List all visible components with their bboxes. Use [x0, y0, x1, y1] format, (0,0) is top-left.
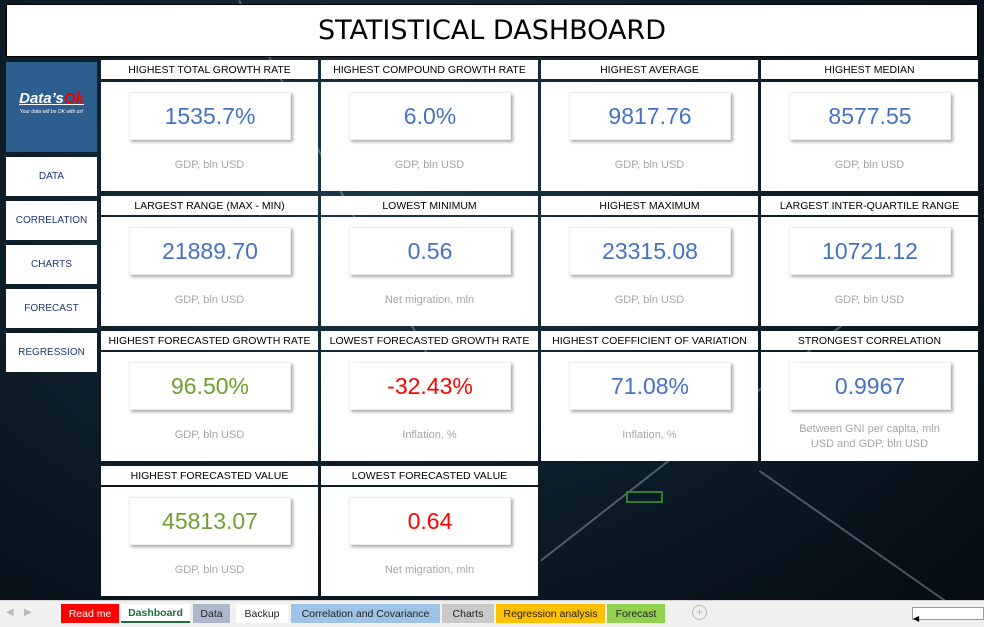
stat-subtitle: Inflation, % — [402, 429, 457, 441]
stat-value: 0.64 — [349, 497, 511, 545]
stat-subtitle: GDP, bln USD — [834, 159, 905, 171]
stat-subtitle: GDP, bln USD — [174, 564, 245, 576]
card-header: HIGHEST FORECASTED GROWTH RATE — [101, 331, 318, 350]
page-title: STATISTICAL DASHBOARD — [6, 4, 978, 57]
stat-card: 21889.70 GDP, bln USD — [101, 217, 318, 326]
card-header: STRONGEST CORRELATION — [761, 331, 978, 350]
stat-value: 6.0% — [349, 92, 511, 140]
nav-button-regression[interactable]: REGRESSION — [6, 333, 97, 372]
sheet-tab-correlation-and-covariance[interactable]: Correlation and Covariance — [291, 604, 440, 623]
stat-value: 0.9967 — [789, 362, 951, 410]
stat-card: 10721.12 GDP, bln USD — [761, 217, 978, 326]
stat-card: 0.64 Net migration, mln — [321, 487, 538, 596]
sheet-tab-regression-analysis[interactable]: Regression analysis — [496, 604, 605, 623]
scroll-right-icon[interactable]: ▶ — [24, 607, 32, 618]
stat-subtitle: GDP, bln USD — [614, 294, 685, 306]
card-header: LOWEST FORECASTED GROWTH RATE — [321, 331, 538, 350]
stat-card: 96.50% GDP, bln USD — [101, 352, 318, 461]
stat-card: 1535.7% GDP, bln USD — [101, 82, 318, 191]
sheet-tab-bar: ◀ ▶ Read me Dashboard Data Backup Correlatio… — [0, 600, 984, 627]
stat-subtitle: GDP, bln USD — [834, 294, 905, 306]
stat-subtitle: GDP, bln USD — [174, 429, 245, 441]
stat-card: 9817.76 GDP, bln USD — [541, 82, 758, 191]
sheet-tab-data[interactable]: Data — [193, 604, 230, 623]
stat-card: 45813.07 GDP, bln USD — [101, 487, 318, 596]
stat-subtitle: Inflation, % — [622, 429, 677, 441]
stat-value: 71.08% — [569, 362, 731, 410]
card-header: LOWEST FORECASTED VALUE — [321, 466, 538, 485]
stat-value: 8577.55 — [789, 92, 951, 140]
card-header: HIGHEST FORECASTED VALUE — [101, 466, 318, 485]
stat-subtitle: GDP, bln USD — [394, 159, 465, 171]
card-header: HIGHEST TOTAL GROWTH RATE — [101, 60, 318, 79]
card-header: HIGHEST AVERAGE — [541, 60, 758, 79]
sheet-tab-charts[interactable]: Charts — [442, 604, 494, 623]
card-header: HIGHEST MAXIMUM — [541, 196, 758, 215]
stat-subtitle: Net migration, mln — [384, 564, 475, 576]
stat-subtitle: GDP, bln USD — [174, 294, 245, 306]
add-sheet-icon[interactable]: + — [692, 605, 707, 620]
nav-button-charts[interactable]: CHARTS — [6, 245, 97, 284]
sheet-tab-read-me[interactable]: Read me — [61, 604, 119, 623]
stat-subtitle: Net migration, mln — [384, 294, 475, 306]
logo: Data’sOk Your data will be OK with us! — [6, 62, 97, 152]
stat-value: -32.43% — [349, 362, 511, 410]
stat-card: 23315.08 GDP, bln USD — [541, 217, 758, 326]
horizontal-scrollbar[interactable]: ◀ — [912, 607, 984, 623]
selected-cell[interactable] — [626, 491, 663, 503]
card-header: LOWEST MINIMUM — [321, 196, 538, 215]
nav-button-data[interactable]: DATA — [6, 157, 97, 196]
stat-card: 6.0% GDP, bln USD — [321, 82, 538, 191]
stat-value: 0.56 — [349, 227, 511, 275]
nav-button-forecast[interactable]: FORECAST — [6, 289, 97, 328]
stat-card: 0.9967 Between GNI per capita, mln USD an… — [761, 352, 978, 461]
stat-card: 0.56 Net migration, mln — [321, 217, 538, 326]
stat-value: 9817.76 — [569, 92, 731, 140]
stat-subtitle: GDP, bln USD — [174, 159, 245, 171]
stat-subtitle: Between GNI per capita, mln USD and GDP,… — [799, 423, 940, 450]
stat-value: 10721.12 — [789, 227, 951, 275]
stat-value: 23315.08 — [569, 227, 731, 275]
stat-value: 96.50% — [129, 362, 291, 410]
stat-card: 8577.55 GDP, bln USD — [761, 82, 978, 191]
sheet-tab-backup[interactable]: Backup — [236, 604, 288, 623]
sheet-tab-dashboard[interactable]: Dashboard — [121, 604, 190, 623]
card-header: HIGHEST MEDIAN — [761, 60, 978, 79]
background-network-line — [758, 470, 973, 621]
nav-button-correlation[interactable]: CORRELATION — [6, 201, 97, 240]
stat-subtitle: GDP, bln USD — [614, 159, 685, 171]
card-header: HIGHEST COEFFICIENT OF VARIATION — [541, 331, 758, 350]
sheet-tab-forecast[interactable]: Forecast — [607, 604, 665, 623]
stat-value: 1535.7% — [129, 92, 291, 140]
stat-card: 71.08% Inflation, % — [541, 352, 758, 461]
card-header: HIGHEST COMPOUND GROWTH RATE — [321, 60, 538, 79]
stat-value: 45813.07 — [129, 497, 291, 545]
stat-value: 21889.70 — [129, 227, 291, 275]
scroll-left-arrow-icon[interactable]: ◀ — [913, 614, 920, 623]
card-header: LARGEST INTER-QUARTILE RANGE — [761, 196, 978, 215]
scroll-left-icon[interactable]: ◀ — [6, 607, 14, 618]
stat-card: -32.43% Inflation, % — [321, 352, 538, 461]
card-header: LARGEST RANGE (MAX - MIN) — [101, 196, 318, 215]
